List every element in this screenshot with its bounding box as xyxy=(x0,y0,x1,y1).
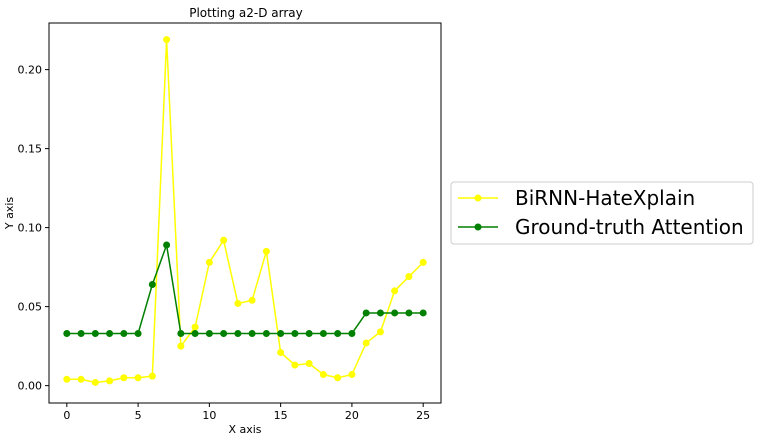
data-point xyxy=(291,329,299,337)
data-point xyxy=(134,374,142,382)
data-point xyxy=(63,329,71,337)
data-point xyxy=(77,329,85,337)
data-point xyxy=(405,273,413,281)
data-point xyxy=(163,36,171,44)
data-point xyxy=(319,329,327,337)
data-point xyxy=(248,296,256,304)
x-tick-label: 25 xyxy=(416,409,430,422)
data-point xyxy=(248,329,256,337)
data-point xyxy=(63,375,71,383)
data-point xyxy=(348,371,356,379)
data-point xyxy=(362,309,370,317)
data-point xyxy=(220,329,228,337)
series-birnn-hatexplain xyxy=(63,36,427,386)
data-point xyxy=(177,342,185,350)
x-axis-label: X axis xyxy=(228,423,261,436)
y-tick-label: 0.15 xyxy=(18,143,43,156)
data-point xyxy=(177,329,185,337)
x-tick-label: 15 xyxy=(274,409,288,422)
data-point xyxy=(91,378,99,386)
data-point xyxy=(120,374,128,382)
legend-box xyxy=(450,181,754,245)
data-point xyxy=(205,329,213,337)
data-point xyxy=(334,329,342,337)
data-point xyxy=(106,377,114,385)
y-axis-label: Y axis xyxy=(3,197,16,231)
data-point xyxy=(277,329,285,337)
data-point xyxy=(234,329,242,337)
data-point xyxy=(391,287,399,295)
data-point xyxy=(191,329,199,337)
data-point xyxy=(262,329,270,337)
legend-marker xyxy=(474,223,482,231)
data-point xyxy=(148,280,156,288)
chart-title: Plotting a2-D array xyxy=(189,6,303,20)
data-point xyxy=(419,258,427,266)
legend: BiRNN-HateXplain Ground-truth Attention xyxy=(450,181,754,245)
y-tick-label: 0.05 xyxy=(18,301,43,314)
series-line-ground-truth-attention xyxy=(66,242,424,335)
series-line-birnn-hatexplain xyxy=(66,39,424,384)
series-layer xyxy=(63,36,427,386)
data-point xyxy=(376,309,384,317)
data-point xyxy=(91,329,99,337)
data-point xyxy=(191,323,199,331)
data-point xyxy=(319,371,327,379)
data-point xyxy=(362,339,370,347)
x-tick-label: 20 xyxy=(345,409,359,422)
data-point xyxy=(305,329,313,337)
data-point xyxy=(405,309,413,317)
data-point xyxy=(262,247,270,255)
data-point xyxy=(391,309,399,317)
data-point xyxy=(163,241,171,249)
plot-frame xyxy=(48,22,442,404)
data-point xyxy=(376,328,384,336)
y-tick-label: 0.20 xyxy=(18,64,43,77)
data-point xyxy=(291,361,299,369)
data-point xyxy=(205,258,213,266)
y-axis-ticks: 0.00 0.05 0.10 0.15 0.20 xyxy=(18,64,49,393)
legend-entry-label: Ground-truth Attention xyxy=(515,215,744,239)
y-tick-label: 0.00 xyxy=(18,380,43,393)
series-ground-truth-attention xyxy=(63,241,427,337)
data-point xyxy=(77,375,85,383)
y-tick-label: 0.10 xyxy=(18,222,43,235)
data-point xyxy=(220,236,228,244)
legend-marker xyxy=(474,194,482,202)
data-point xyxy=(277,348,285,356)
data-point xyxy=(134,329,142,337)
data-point xyxy=(120,329,128,337)
data-point xyxy=(334,374,342,382)
data-point xyxy=(419,309,427,317)
data-point xyxy=(348,329,356,337)
data-point xyxy=(148,372,156,380)
data-point xyxy=(234,299,242,307)
x-tick-label: 0 xyxy=(63,409,70,422)
x-tick-label: 5 xyxy=(135,409,142,422)
legend-entry-label: BiRNN-HateXplain xyxy=(515,186,695,210)
x-tick-label: 10 xyxy=(202,409,216,422)
data-point xyxy=(305,359,313,367)
data-point xyxy=(106,329,114,337)
x-axis-ticks: 0 5 10 15 20 25 xyxy=(63,403,430,422)
